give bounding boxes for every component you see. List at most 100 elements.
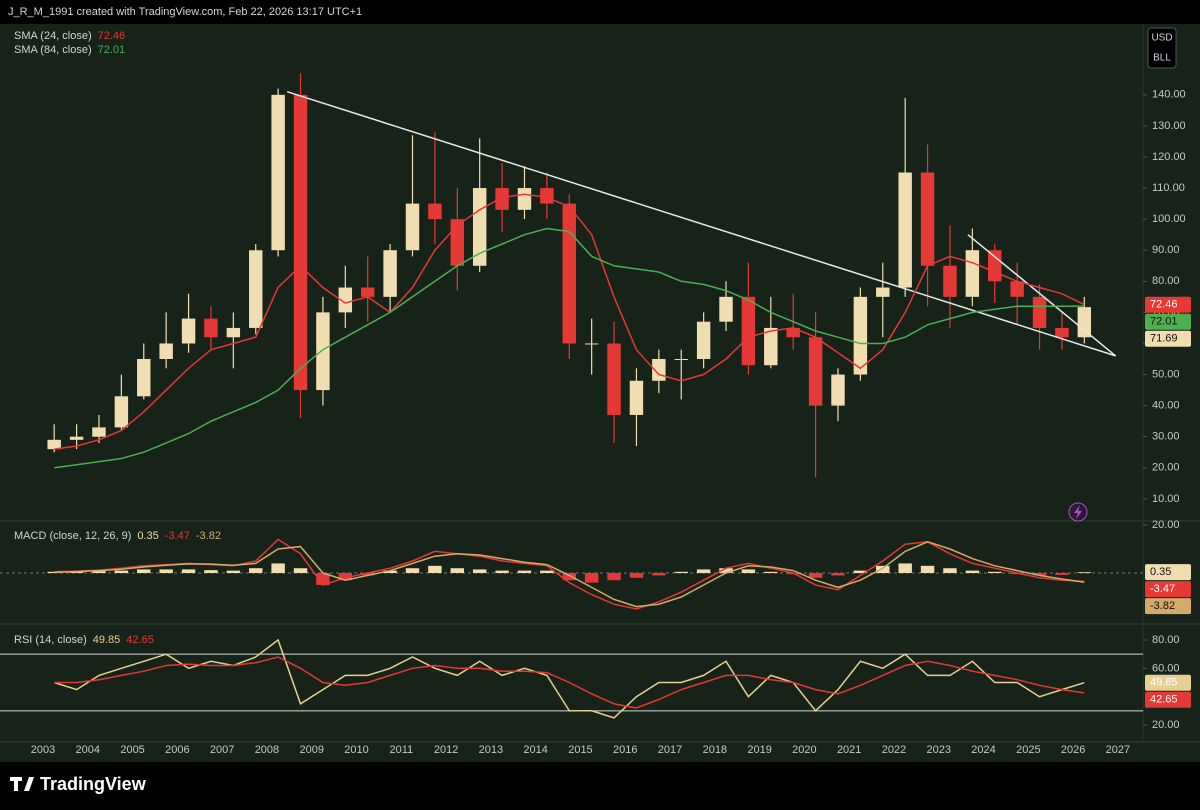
x-tick-label: 2017 <box>658 744 682 756</box>
histogram-bar <box>764 571 778 574</box>
legend-value: 0.35 <box>137 530 158 542</box>
candle-body <box>853 296 868 375</box>
x-tick-label: 2023 <box>927 744 951 756</box>
candle-body <box>383 250 397 297</box>
legend-value: 72.01 <box>98 44 126 56</box>
x-tick-label: 2014 <box>523 744 547 756</box>
series-line <box>54 227 1085 469</box>
price-label-bg <box>1145 691 1191 708</box>
histogram-bar <box>92 571 106 574</box>
histogram-bar <box>428 565 442 574</box>
x-tick-label: 2008 <box>255 744 279 756</box>
candle-body <box>360 287 375 297</box>
y-tick-label: 30.00 <box>1152 431 1180 443</box>
price-label-bg <box>1145 581 1191 598</box>
x-tick-label: 2024 <box>971 744 995 756</box>
trendline <box>967 234 1117 357</box>
legend-value: 49.85 <box>93 634 121 646</box>
x-tick-label: 2027 <box>1106 744 1130 756</box>
series-line <box>54 193 1085 450</box>
candle-body <box>808 337 823 406</box>
legend-label: SMA (24, close) <box>14 30 92 42</box>
price-label-bg <box>1145 313 1191 330</box>
y-tick-label: 40.00 <box>1152 400 1180 412</box>
candle-body <box>719 296 733 322</box>
x-tick-label: 2021 <box>837 744 861 756</box>
y-tick-label: 140.00 <box>1152 89 1186 101</box>
candle-body <box>629 380 644 415</box>
histogram-bar <box>383 570 397 574</box>
candle-body <box>584 343 599 345</box>
candle-body <box>898 172 912 288</box>
price-label-bg <box>1145 564 1191 581</box>
x-tick-label: 2006 <box>165 744 189 756</box>
footer-brand: TradingView <box>40 774 147 794</box>
y-tick-label: 20.00 <box>1152 462 1180 474</box>
candle-body <box>741 296 756 366</box>
price-label: 49.85 <box>1150 677 1178 689</box>
candle-body <box>316 312 330 391</box>
histogram-bar <box>249 568 263 574</box>
histogram-bar <box>271 563 285 574</box>
y-tick-label: 10.00 <box>1152 493 1180 505</box>
price-label: 42.65 <box>1150 694 1178 706</box>
y-tick-label: 60.00 <box>1152 662 1180 674</box>
legend-value: 42.65 <box>126 634 154 646</box>
histogram-bar <box>988 571 1002 574</box>
currency-box[interactable] <box>1147 27 1177 69</box>
candle-body <box>204 318 218 338</box>
candle-body <box>920 172 935 266</box>
histogram-bar <box>831 573 845 576</box>
candle-body <box>114 396 129 428</box>
x-tick-label: 2022 <box>882 744 906 756</box>
pane: 20.00 MACD (close, 12, 26, 9) 0.35 -3.47 -3.… <box>0 519 1191 615</box>
unit: BLL <box>1153 53 1171 64</box>
y-tick-label: 120.00 <box>1152 151 1186 163</box>
histogram-bar <box>1077 572 1092 574</box>
candle-body <box>226 327 241 338</box>
candle-body <box>47 439 61 450</box>
x-tick-label: 2005 <box>120 744 144 756</box>
histogram-bar <box>47 571 61 574</box>
histogram-bar <box>1055 573 1069 575</box>
histogram-bar <box>293 568 308 574</box>
legend-value: -3.47 <box>165 530 190 542</box>
histogram-bar <box>204 570 218 574</box>
histogram-bar <box>607 573 621 581</box>
candle-body <box>540 188 554 204</box>
histogram-bar <box>181 569 196 574</box>
x-tick-label: 2009 <box>299 744 323 756</box>
candle-body <box>831 374 845 406</box>
x-tick-label: 2004 <box>76 744 100 756</box>
histogram-bar <box>450 568 465 574</box>
price-label: -3.47 <box>1150 583 1175 595</box>
price-label: 71.69 <box>1150 333 1178 345</box>
candle-body <box>159 343 173 360</box>
legend-title: RSI (14, close) <box>14 634 87 646</box>
x-tick-label: 2016 <box>613 744 637 756</box>
legend-label: SMA (84, close) <box>14 44 92 56</box>
x-tick-label: 2012 <box>434 744 458 756</box>
histogram-bar <box>405 568 420 574</box>
y-tick-label: 80.00 <box>1152 634 1180 646</box>
price-label: 0.35 <box>1150 566 1171 578</box>
x-tick-label: 2003 <box>31 744 55 756</box>
currency: USD <box>1151 33 1172 44</box>
x-tick-label: 2007 <box>210 744 234 756</box>
plots: 2003 2004 2005 2006 2007 2008 2009 2010 2011 2012… <box>0 30 1191 756</box>
y-tick-label: 100.00 <box>1152 213 1186 225</box>
candle-body <box>764 327 778 366</box>
candle-body <box>271 94 285 251</box>
histogram-bar <box>517 570 532 574</box>
histogram-bar <box>853 570 868 574</box>
x-tick-label: 2015 <box>568 744 592 756</box>
x-tick-label: 2026 <box>1061 744 1085 756</box>
pane: 20.00 60.00 80.00 RSI (14, close) 49.85 42.65… <box>0 634 1191 731</box>
y-tick-label: 110.00 <box>1152 182 1185 194</box>
histogram-bar <box>876 565 890 574</box>
histogram-bar <box>562 573 576 581</box>
candle-body <box>405 203 420 251</box>
y-tick-label: 50.00 <box>1152 368 1180 380</box>
histogram-bar <box>226 570 241 574</box>
